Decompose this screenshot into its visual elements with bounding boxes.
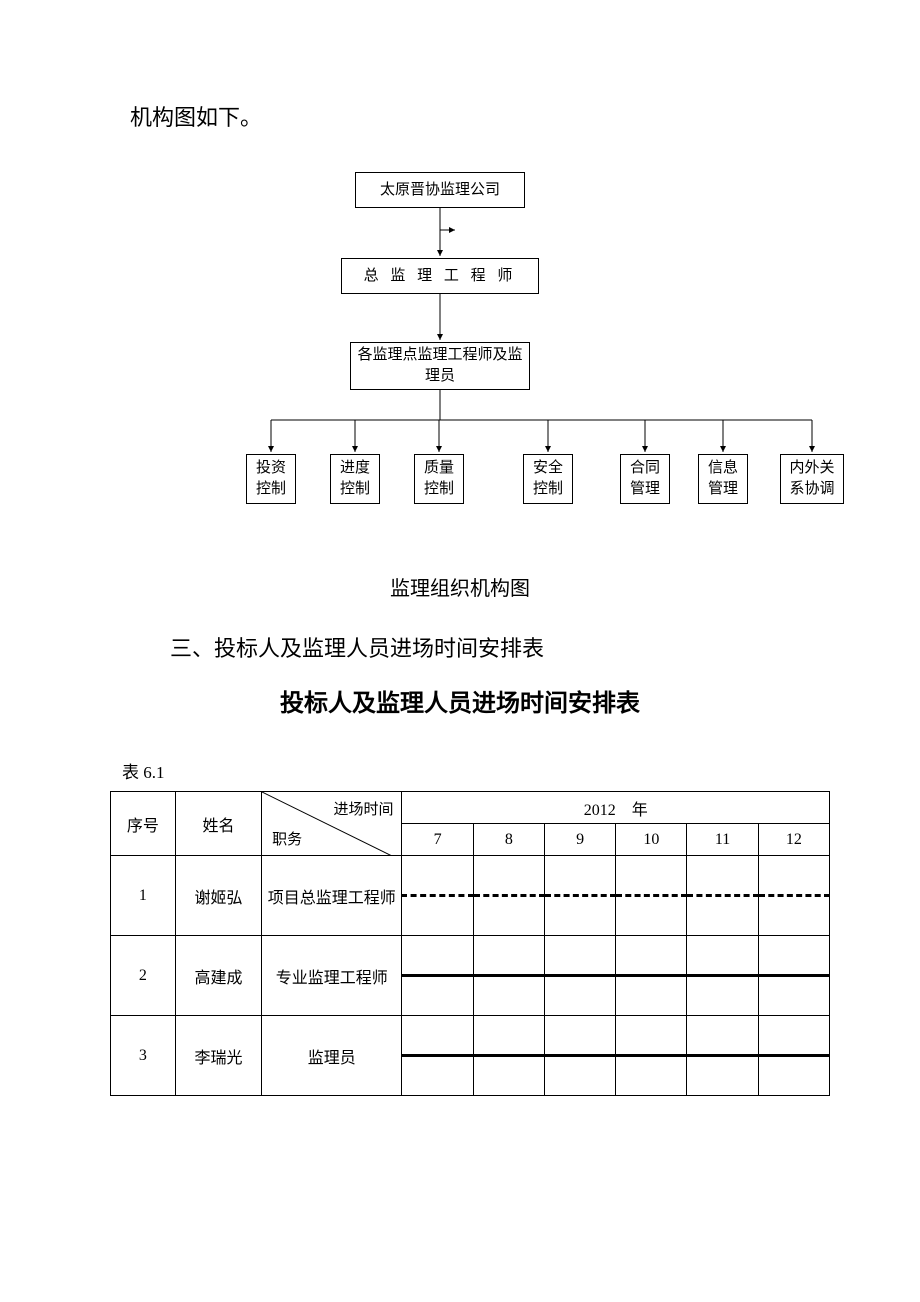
org-node-supervisors: 各监理点监理工程师及监理员 bbox=[350, 342, 530, 390]
diag-bottom-label: 职务 bbox=[272, 828, 302, 849]
month-12: 12 bbox=[758, 824, 829, 856]
row-3-seq: 3 bbox=[111, 1016, 176, 1096]
header-diagonal: 进场时间 职务 bbox=[262, 792, 402, 856]
row-1-seq: 1 bbox=[111, 856, 176, 936]
schedule-table: 序号 姓名 进场时间 职务 2012 年 7 8 9 10 11 12 1 谢姬… bbox=[110, 791, 830, 1096]
org-node-company: 太原晋协监理公司 bbox=[355, 172, 525, 208]
row-2-duty: 专业监理工程师 bbox=[262, 936, 402, 1016]
row-1-top: 1 谢姬弘 项目总监理工程师 bbox=[111, 856, 830, 896]
org-leaf-quality: 质量控制 bbox=[414, 454, 464, 504]
header-name: 姓名 bbox=[175, 792, 261, 856]
row-1-duty: 项目总监理工程师 bbox=[262, 856, 402, 936]
org-leaf-relations: 内外关系协调 bbox=[780, 454, 844, 504]
row-2-top: 2 高建成 专业监理工程师 bbox=[111, 936, 830, 976]
header-year: 2012 年 bbox=[402, 792, 830, 824]
row-1-name: 谢姬弘 bbox=[175, 856, 261, 936]
org-chart: 太原晋协监理公司 总 监 理 工 程 师 各监理点监理工程师及监理员 投资控制 … bbox=[60, 172, 860, 552]
org-node-chief-engineer: 总 监 理 工 程 师 bbox=[341, 258, 539, 294]
bold-title: 投标人及监理人员进场时间安排表 bbox=[60, 683, 860, 718]
org-leaf-progress: 进度控制 bbox=[330, 454, 380, 504]
org-leaf-contract: 合同管理 bbox=[620, 454, 670, 504]
month-10: 10 bbox=[616, 824, 687, 856]
header-seq: 序号 bbox=[111, 792, 176, 856]
table-label: 表 6.1 bbox=[122, 758, 860, 783]
row-2-name: 高建成 bbox=[175, 936, 261, 1016]
org-leaf-investment: 投资控制 bbox=[246, 454, 296, 504]
org-leaf-safety: 安全控制 bbox=[523, 454, 573, 504]
org-chart-caption: 监理组织机构图 bbox=[60, 572, 860, 601]
month-7: 7 bbox=[402, 824, 473, 856]
month-9: 9 bbox=[544, 824, 615, 856]
org-leaf-information: 信息管理 bbox=[698, 454, 748, 504]
row-3-duty: 监理员 bbox=[262, 1016, 402, 1096]
row-3-name: 李瑞光 bbox=[175, 1016, 261, 1096]
row-2-seq: 2 bbox=[111, 936, 176, 1016]
month-11: 11 bbox=[687, 824, 758, 856]
month-8: 8 bbox=[473, 824, 544, 856]
diag-top-label: 进场时间 bbox=[333, 798, 393, 819]
row-3-top: 3 李瑞光 监理员 bbox=[111, 1016, 830, 1056]
section-heading: 三、投标人及监理人员进场时间安排表 bbox=[170, 631, 860, 663]
intro-text: 机构图如下。 bbox=[130, 100, 860, 132]
